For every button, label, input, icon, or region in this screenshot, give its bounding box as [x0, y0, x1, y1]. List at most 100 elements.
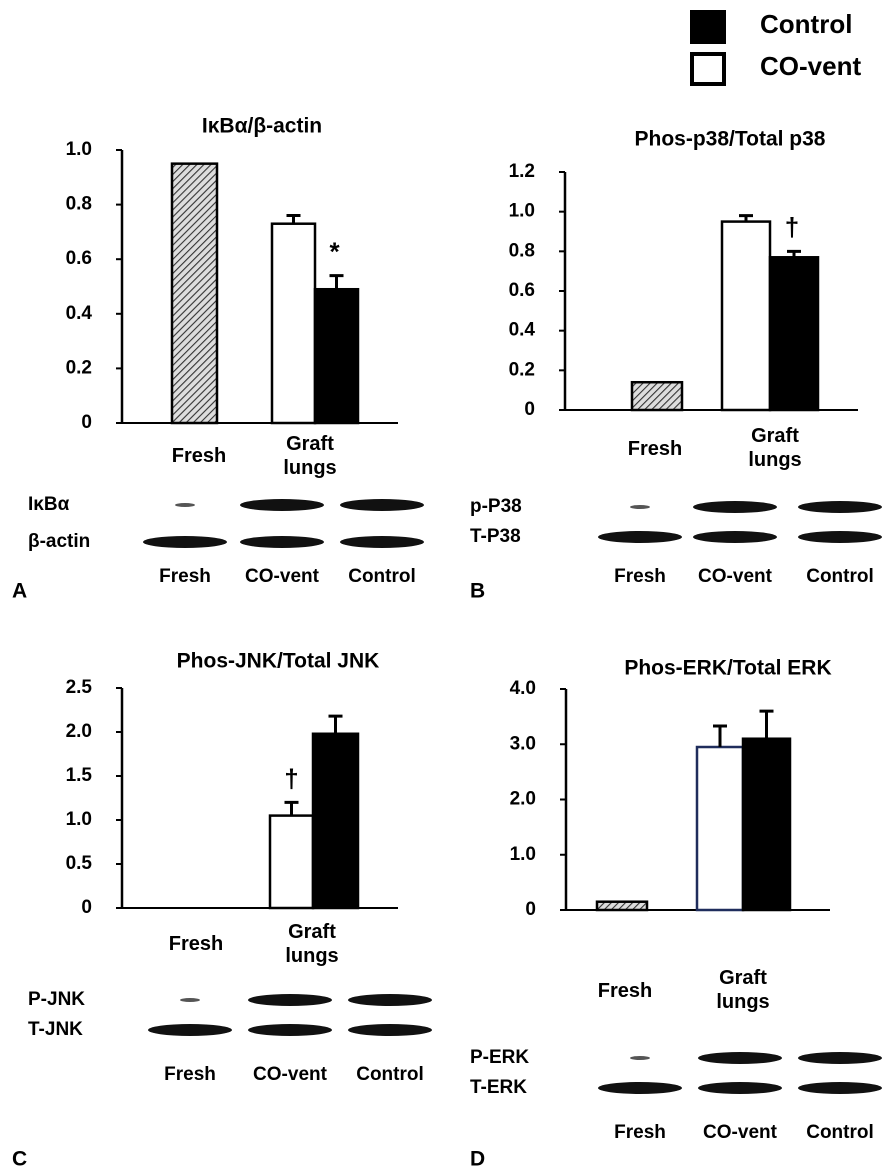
y-tick-label: 1.0	[66, 139, 92, 160]
blot-row-label: T-JNK	[28, 1019, 83, 1040]
panel-label: C	[12, 1148, 27, 1171]
lane-label: Fresh	[614, 566, 666, 587]
y-tick-label: 1.0	[66, 809, 92, 830]
blot-band	[348, 994, 432, 1006]
chart-title: Phos-JNK/Total JNK	[177, 650, 380, 673]
chart-title: Phos-p38/Total p38	[635, 128, 826, 151]
panel-label: A	[12, 580, 27, 603]
blot-band	[693, 531, 777, 543]
y-tick-label: 3.0	[510, 733, 536, 754]
y-tick-label: 0.6	[66, 248, 92, 269]
legend-label: Control	[760, 9, 852, 39]
group-label: Fresh	[151, 932, 241, 956]
y-tick-label: 0	[524, 399, 535, 420]
blot-band	[798, 1082, 882, 1094]
y-tick-label: 0	[81, 412, 92, 433]
annotation: †	[785, 212, 799, 242]
lane-label: Control	[806, 1122, 874, 1143]
y-tick-label: 2.0	[66, 721, 92, 742]
y-tick-label: 0.2	[509, 359, 535, 380]
lane-label: Control	[348, 566, 416, 587]
lane-label: Fresh	[164, 1064, 216, 1085]
bar	[272, 224, 315, 423]
bar	[315, 289, 358, 423]
y-tick-label: 0.5	[66, 853, 93, 874]
y-tick-label: 1.0	[509, 201, 535, 222]
blot-band	[340, 499, 424, 511]
blot-row-label: IκBα	[28, 494, 70, 515]
error-bar	[330, 276, 344, 290]
blot-band	[248, 1024, 332, 1036]
group-label: Graft lungs	[730, 424, 820, 472]
y-tick-label: 0.4	[509, 320, 536, 341]
bar	[722, 222, 770, 410]
chart-title: Phos-ERK/Total ERK	[624, 657, 831, 680]
lane-label: CO-vent	[253, 1064, 328, 1085]
legend-swatch	[692, 12, 724, 42]
annotation: †	[284, 763, 298, 793]
bar	[743, 739, 790, 910]
group-label: Graft lungs	[267, 920, 357, 968]
error-bar	[760, 711, 774, 739]
bar	[697, 747, 743, 910]
blot-band	[698, 1052, 782, 1064]
group-label: Fresh	[610, 437, 700, 461]
error-bar	[285, 802, 299, 815]
annotation: *	[329, 236, 340, 266]
blot-row-label: P-JNK	[28, 989, 85, 1010]
blot-band	[240, 536, 324, 548]
blot-band	[598, 1082, 682, 1094]
lane-label: Control	[356, 1064, 424, 1085]
group-label: Fresh	[154, 444, 244, 468]
group-label: Graft lungs	[698, 966, 788, 1014]
bar	[632, 382, 682, 410]
y-tick-label: 0.2	[66, 357, 92, 378]
bar	[313, 734, 358, 908]
y-tick-label: 0	[525, 899, 536, 920]
blot-band	[175, 503, 195, 507]
lane-label: Control	[806, 566, 874, 587]
blot-band	[180, 998, 200, 1002]
blot-band	[798, 1052, 882, 1064]
blot-band	[630, 505, 650, 509]
blot-band	[693, 501, 777, 513]
lane-label: Fresh	[614, 1122, 666, 1143]
lane-label: CO-vent	[703, 1122, 778, 1143]
blot-band	[340, 536, 424, 548]
y-tick-label: 1.0	[510, 844, 536, 865]
y-tick-label: 0.6	[509, 280, 535, 301]
y-tick-label: 0.8	[66, 194, 92, 215]
blot-row-label: β-actin	[28, 531, 90, 552]
error-bar	[329, 716, 343, 734]
y-tick-label: 0	[81, 897, 92, 918]
blot-band	[698, 1082, 782, 1094]
blot-band	[798, 531, 882, 543]
figure: Control CO-vent IκBα/β-actin A 0 0.2 0.4 0.6 0.8…	[0, 0, 884, 1173]
blot-band	[598, 531, 682, 543]
blot-band	[143, 536, 227, 548]
blot-band	[348, 1024, 432, 1036]
lane-label: CO-vent	[698, 566, 773, 587]
blot-row-label: T-ERK	[470, 1077, 527, 1098]
y-tick-label: 0.4	[66, 303, 93, 324]
y-tick-label: 1.2	[509, 161, 535, 182]
legend-swatch	[692, 54, 724, 84]
y-tick-label: 4.0	[510, 678, 536, 699]
group-label: Graft lungs	[265, 432, 355, 480]
blot-row-label: P-ERK	[470, 1047, 529, 1068]
blot-band	[240, 499, 324, 511]
lane-label: Fresh	[159, 566, 211, 587]
error-bar	[713, 726, 727, 747]
bar	[770, 257, 818, 410]
blot-band	[148, 1024, 232, 1036]
chart-title: IκBα/β-actin	[202, 115, 322, 138]
blot-band	[630, 1056, 650, 1060]
blot-band	[798, 501, 882, 513]
y-tick-label: 1.5	[66, 765, 93, 786]
blot-band	[248, 994, 332, 1006]
blot-row-label: T-P38	[470, 526, 521, 547]
y-tick-label: 2.0	[510, 789, 536, 810]
lane-label: CO-vent	[245, 566, 320, 587]
blot-row-label: p-P38	[470, 496, 522, 517]
bar	[597, 902, 647, 910]
